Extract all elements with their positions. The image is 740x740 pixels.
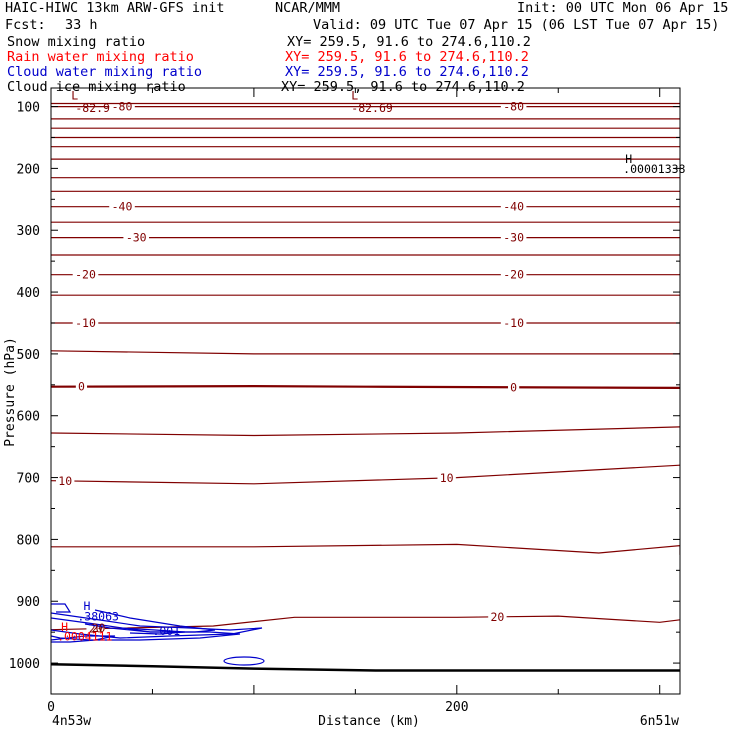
field-name-snow: Snow mixing ratio: [7, 34, 146, 50]
contour-label-bg: [56, 474, 75, 487]
contour-label: -10: [503, 316, 524, 330]
cloud-water-contour: [223, 656, 265, 666]
extreme-marker: .0004111: [57, 629, 112, 643]
contour-label: 10: [58, 474, 72, 488]
x-right-endpoint: 6n51w: [640, 714, 679, 729]
plot-frame: [50, 87, 681, 695]
y-tick-label: 600: [17, 410, 40, 425]
terrain-line: [50, 663, 680, 672]
forecast-hour: 33 h: [65, 17, 98, 33]
cloud-water-contour: [51, 635, 116, 643]
cloud-water-contour: [119, 627, 186, 635]
contour-label-bg: [72, 268, 99, 281]
extreme-marker: 20: [92, 621, 106, 635]
contour-label-bg: [500, 316, 527, 329]
contour-label: -20: [75, 268, 96, 282]
extreme-value-label: -82.69: [351, 101, 393, 115]
run-title: HAIC-HIWC 13km ARW-GFS init: [5, 0, 225, 16]
contour-label: -40: [503, 200, 524, 214]
contour-label-bg: [500, 200, 527, 213]
y-tick-label: 500: [17, 348, 40, 363]
temperature-contour: [51, 615, 680, 631]
y-axis-label: Pressure (hPa): [3, 337, 18, 447]
cloud-water-layer: [51, 603, 265, 666]
extreme-marker: .00001338: [623, 162, 685, 176]
extreme-marker: H: [625, 152, 632, 166]
x-tick-label: 0: [47, 700, 55, 715]
contour-label-bg: [109, 200, 135, 213]
field-name-rain: Rain water mixing ratio: [7, 49, 194, 65]
contour-label-bg: [508, 381, 520, 394]
field-xy-rain: XY= 259.5, 91.6 to 274.6,110.2: [285, 49, 529, 65]
field-name-cloud-ice: Cloud ice mixing ratio: [7, 79, 186, 95]
contour-label-bg: [72, 316, 99, 329]
contour-label-bg: [500, 268, 527, 281]
contour-label: -10: [75, 316, 96, 330]
temperature-contour: [51, 543, 680, 555]
cloud-water-contour: [84, 609, 216, 633]
contour-label: 0: [78, 380, 85, 394]
extreme-marker: .001: [152, 624, 180, 638]
temperature-contour: [51, 426, 680, 437]
contour-layer: -80 -80 -40 -40 -30 -30 -20 -20 -10 -10 0 0 10 10 20 20: [51, 100, 680, 636]
contour-label: 20: [490, 610, 504, 624]
field-name-cloud-water: Cloud water mixing ratio: [7, 64, 203, 80]
contour-label: -30: [126, 231, 147, 245]
contour-label-bg: [500, 231, 527, 244]
y-tick-label: 200: [17, 162, 40, 177]
field-xy-cloud-water: XY= 259.5, 91.6 to 274.6,110.2: [285, 64, 529, 80]
field-xy-cloud-ice: XY= 259.5, 91.6 to 274.6,110.2: [281, 79, 525, 95]
y-tick-label: 300: [17, 224, 40, 239]
contour-label: -40: [112, 200, 133, 214]
forecast-label: Fcst:: [5, 17, 46, 33]
cloud-water-contour: [51, 603, 263, 639]
y-tick-label: 100: [17, 101, 40, 116]
y-tick-label: 400: [17, 286, 40, 301]
temperature-contour: [51, 384, 680, 389]
x-axis: 0 200: [47, 88, 661, 715]
contour-label-bg: [75, 380, 88, 393]
contour-label: 0: [510, 380, 517, 394]
x-tick-label: 200: [445, 700, 468, 715]
temperature-contour: [51, 464, 680, 485]
extreme-marker: H: [61, 620, 68, 634]
contour-label: 10: [440, 471, 454, 485]
extreme-marker: L: [351, 88, 358, 102]
contour-label-bg: [488, 610, 507, 623]
x-left-endpoint: 4n53w: [52, 714, 91, 729]
extreme-value-label: -82.9: [75, 101, 110, 115]
contour-label-bg: [123, 231, 150, 244]
terrain-surface: [50, 663, 680, 672]
contour-label: -80: [503, 100, 524, 114]
contour-label-bg: [86, 622, 105, 635]
x-axis-label: Distance (km): [318, 714, 420, 729]
field-xy-snow: XY= 259.5, 91.6 to 274.6,110.2: [287, 34, 531, 50]
init-time: Init: 00 UTC Mon 06 Apr 15: [517, 0, 729, 16]
contour-label: -20: [503, 268, 524, 282]
temperature-contour: [51, 350, 680, 355]
y-tick-label: 800: [17, 533, 40, 548]
y-tick-label: 1000: [9, 657, 40, 672]
contour-label-bg: [437, 471, 456, 484]
center-label: NCAR/MMM: [275, 0, 341, 16]
y-tick-label: 700: [17, 472, 40, 487]
extreme-marker: H: [83, 599, 90, 613]
extreme-marker: .38063: [77, 610, 119, 624]
extreme-marker: L: [71, 88, 78, 102]
contour-label: -80: [112, 100, 133, 114]
y-tick-label: 900: [17, 595, 40, 610]
contour-label: -30: [503, 231, 524, 245]
valid-time: Valid: 09 UTC Tue 07 Apr 15 (06 LST Tue …: [313, 17, 720, 33]
